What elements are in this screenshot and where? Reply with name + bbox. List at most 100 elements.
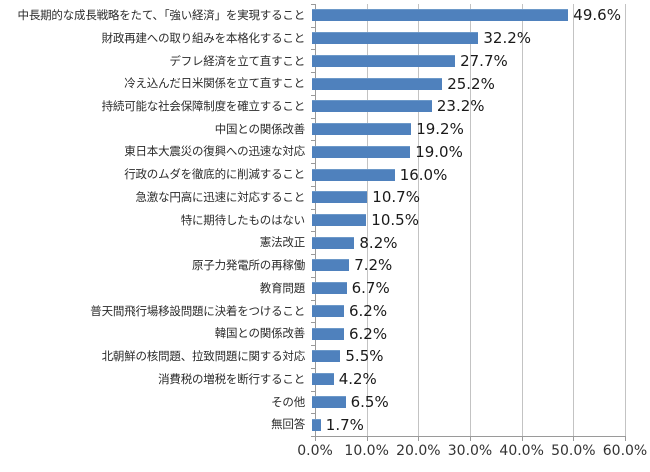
y-axis-tick	[311, 95, 315, 96]
y-axis-tick	[311, 163, 315, 164]
bar	[312, 304, 344, 317]
bar-row: デフレ経済を立て直すこと 27.7%	[0, 49, 650, 72]
gridline-10	[366, 4, 368, 436]
y-axis-tick	[311, 27, 315, 28]
bar	[312, 123, 412, 136]
bar-row: 急激な円高に迅速に対応すること 10.7%	[0, 186, 650, 209]
value-label: 6.7%	[351, 279, 390, 298]
x-axis-tick	[470, 437, 471, 441]
bar-track: 23.2%	[312, 95, 650, 118]
bar	[312, 373, 334, 386]
bar-row: 東日本大震災の復興への迅速な対応 19.0%	[0, 140, 650, 163]
category-label: 原子力発電所の再稼働	[192, 258, 305, 273]
category-label: 憲法改正	[259, 235, 305, 250]
y-axis-tick	[311, 391, 315, 392]
bar	[312, 327, 344, 340]
value-label: 49.6%	[573, 6, 621, 25]
bar	[312, 191, 368, 204]
bar-track: 5.5%	[312, 345, 650, 368]
category-label: その他	[271, 394, 305, 409]
x-axis-tick	[315, 437, 316, 441]
bar-row: 教育問題 6.7%	[0, 277, 650, 300]
value-label: 19.2%	[416, 120, 464, 139]
bar-track: 16.0%	[312, 163, 650, 186]
x-axis-tick-label: 50.0%	[551, 443, 596, 459]
bar-track: 8.2%	[312, 231, 650, 254]
x-axis-tick-label: 10.0%	[344, 443, 389, 459]
bar	[312, 213, 367, 226]
bar	[312, 100, 432, 113]
bar	[312, 77, 443, 90]
bar-row: 持続可能な社会保障制度を確立すること 23.2%	[0, 95, 650, 118]
x-axis-tick	[521, 437, 523, 441]
bar	[312, 418, 321, 431]
bar-row: 韓国との関係改善 6.2%	[0, 322, 650, 345]
bar	[312, 259, 350, 272]
value-label: 27.7%	[460, 51, 508, 70]
bar-track: 19.0%	[312, 140, 650, 163]
y-axis-tick	[311, 118, 315, 119]
value-label: 32.2%	[483, 29, 532, 48]
bar	[312, 32, 479, 45]
y-axis-tick	[311, 413, 315, 414]
bar-track: 49.6%	[312, 4, 650, 27]
category-label: 持続可能な社会保障制度を確立すること	[101, 98, 306, 113]
bar	[312, 9, 569, 22]
bar	[312, 395, 346, 408]
value-label: 23.2%	[436, 97, 485, 116]
bar-track: 6.5%	[312, 390, 650, 413]
bar-track: 1.7%	[312, 413, 650, 436]
bar-row: 消費税の増税を断行すること 4.2%	[0, 368, 650, 391]
value-label: 16.0%	[399, 165, 448, 184]
y-axis-tick	[311, 72, 315, 73]
bar	[312, 236, 355, 249]
y-axis-tick	[311, 368, 315, 369]
bar	[312, 282, 347, 295]
y-axis-tick	[311, 49, 315, 50]
bar	[312, 145, 411, 158]
category-label: 北朝鮮の核問題、拉致問題に関する対応	[101, 349, 306, 364]
bar-row: その他 6.5%	[0, 390, 650, 413]
y-axis-tick	[311, 254, 315, 255]
bar-track: 7.2%	[312, 254, 650, 277]
y-axis-tick	[311, 345, 315, 346]
category-label: デフレ経済を立て直すこと	[169, 53, 305, 68]
category-label: 東日本大震災の復興への迅速な対応	[124, 144, 305, 159]
gridline-50	[573, 4, 575, 436]
y-axis-tick	[311, 436, 315, 437]
category-label: 行政のムダを徹底的に削減すること	[124, 167, 305, 182]
category-label: 無回答	[271, 417, 305, 432]
y-axis-tick	[311, 209, 315, 210]
gridline-20	[418, 4, 420, 436]
bar-row: 中長期的な成長戦略をたて、「強い経済」を実現すること 49.6%	[0, 4, 650, 27]
x-axis-tick	[625, 437, 626, 441]
bar-row: 憲法改正 8.2%	[0, 231, 650, 254]
category-label: 普天間飛行場移設問題に決着をつけること	[90, 303, 305, 318]
value-label: 8.2%	[359, 233, 398, 252]
bar-track: 6.2%	[312, 322, 650, 345]
bar-row: 北朝鮮の核問題、拉致問題に関する対応 5.5%	[0, 345, 650, 368]
category-label: 中国との関係改善	[214, 121, 305, 136]
category-label: 冷え込んだ日米関係を立て直すこと	[124, 76, 305, 91]
x-axis-tick-label: 20.0%	[396, 443, 441, 459]
bar-row: 普天間飛行場移設問題に決着をつけること 6.2%	[0, 300, 650, 323]
bar-track: 25.2%	[312, 72, 650, 95]
x-axis-tick	[366, 437, 368, 441]
y-axis-tick	[311, 300, 315, 301]
value-label: 6.2%	[349, 324, 388, 343]
bar	[312, 168, 395, 181]
bar-track: 6.2%	[312, 300, 650, 323]
bar-track: 19.2%	[312, 118, 650, 141]
category-label: 教育問題	[259, 280, 305, 295]
bar-row: 無回答 1.7%	[0, 413, 650, 436]
bar-row: 特に期待したものはない 10.5%	[0, 209, 650, 232]
bar-track: 6.7%	[312, 277, 650, 300]
bar-track: 27.7%	[312, 49, 650, 72]
category-label: 消費税の増税を断行すること	[158, 371, 305, 386]
x-axis-tick	[573, 437, 575, 441]
value-label: 4.2%	[338, 370, 377, 389]
bar-track: 32.2%	[312, 27, 650, 50]
value-label: 1.7%	[325, 415, 364, 434]
bar-row: 中国との関係改善 19.2%	[0, 118, 650, 141]
